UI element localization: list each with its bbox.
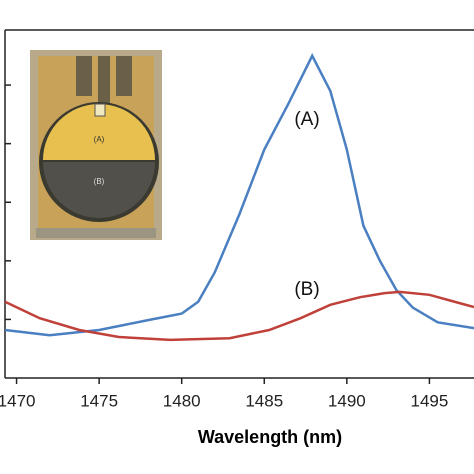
inset-label: (A) bbox=[94, 135, 105, 144]
x-tick-label: 1490 bbox=[328, 391, 366, 410]
inset-label: (B) bbox=[94, 177, 105, 186]
data-line bbox=[4, 53, 474, 337]
x-tick-label: 1475 bbox=[80, 391, 118, 410]
x-tick-label: 1495 bbox=[410, 391, 448, 410]
inset-photo bbox=[30, 50, 162, 240]
x-axis-label: Wavelength (nm) bbox=[198, 427, 342, 447]
series-label: (B) bbox=[294, 279, 319, 300]
series-label: (A) bbox=[294, 109, 319, 130]
x-tick-label: 1470 bbox=[0, 391, 35, 410]
x-tick-label: 1480 bbox=[163, 391, 201, 410]
x-tick-label: 1485 bbox=[245, 391, 283, 410]
data-line bbox=[4, 290, 474, 342]
